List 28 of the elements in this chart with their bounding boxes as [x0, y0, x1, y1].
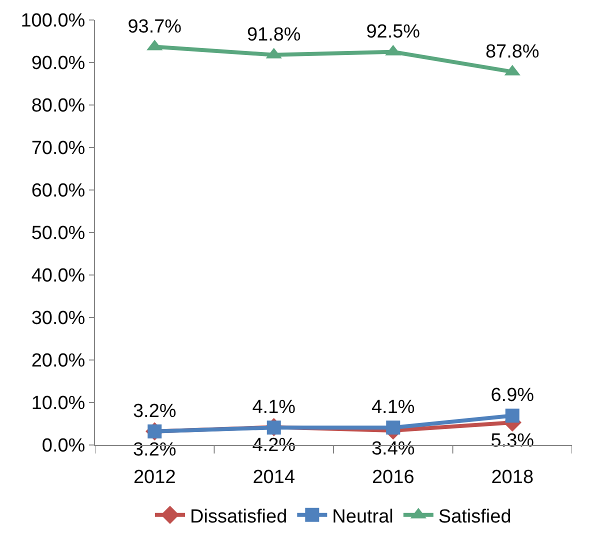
data-label: 93.7%	[128, 16, 182, 38]
point	[505, 408, 520, 423]
y-tick-label: 60.0%	[31, 180, 86, 202]
y-tick-label: 40.0%	[31, 266, 86, 287]
y-tick-label: 10.0%	[31, 393, 86, 414]
data-label: 4.1%	[371, 397, 415, 418]
data-label: 87.8%	[485, 41, 540, 62]
data-label: 92.5%	[366, 21, 420, 42]
y-tick-label: 20.0%	[31, 350, 86, 372]
x-tick-label: 2014	[252, 466, 296, 488]
data-label: 3.2%	[132, 400, 176, 422]
point	[386, 420, 400, 435]
legend-label: Satisfied	[438, 506, 512, 528]
y-tick-label: 80.0%	[31, 96, 86, 117]
data-label: 91.8%	[246, 24, 301, 46]
y-tick-label: 30.0%	[31, 308, 86, 330]
x-tick-label: 2012	[133, 466, 176, 488]
y-tick-label: 0.0%	[42, 436, 86, 457]
legend-label: Dissatisfied	[190, 506, 288, 528]
y-tick-label: 100.0%	[20, 10, 86, 32]
legend-label: Neutral	[332, 506, 394, 528]
y-tick-label: 70.0%	[31, 138, 86, 160]
x-tick-label: 2018	[491, 466, 534, 488]
y-tick-label: 90.0%	[31, 53, 86, 74]
x-tick-label: 2016	[372, 466, 414, 488]
y-tick-label: 50.0%	[31, 223, 86, 244]
data-label: 4.1%	[252, 397, 296, 418]
data-label: 6.9%	[490, 385, 534, 406]
